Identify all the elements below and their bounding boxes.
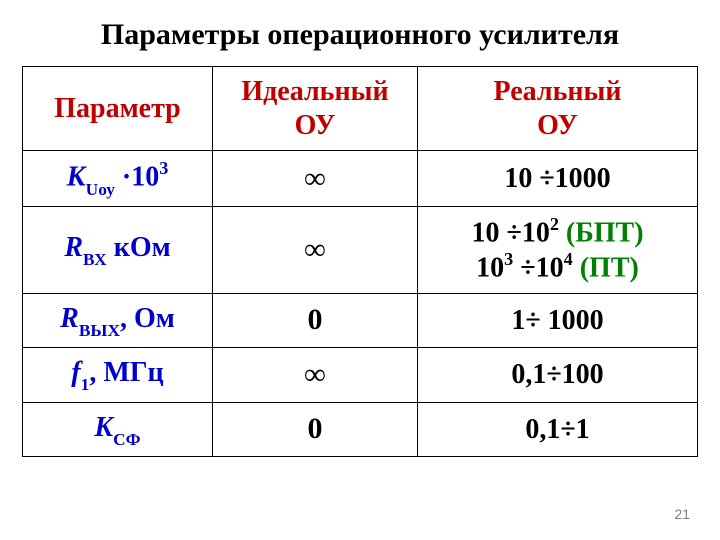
param-symbol: K [94, 412, 113, 443]
slide: Параметры операционного усилителя Параме… [0, 0, 720, 540]
col-header-ideal-l2: ОУ [295, 110, 336, 141]
ideal-cell: ∞ [213, 348, 418, 402]
col-header-real-l1: Реальный [493, 76, 621, 107]
ideal-cell: ∞ [213, 206, 418, 293]
real-line2-a: 10 [476, 252, 504, 283]
page-title: Параметры операционного усилителя [22, 18, 698, 52]
col-header-ideal: Идеальный ОУ [213, 67, 418, 151]
ideal-cell: 0 [213, 293, 418, 347]
col-header-real-l2: ОУ [537, 110, 578, 141]
real-cell: 10 ÷1000 [418, 151, 698, 207]
param-sup: 3 [159, 158, 168, 178]
real-line2-sup1: 3 [504, 249, 513, 269]
col-header-ideal-l1: Идеальный [241, 76, 388, 107]
col-header-param: Параметр [23, 67, 213, 151]
real-cell: 0,1÷1 [418, 402, 698, 456]
param-sub: ВЫХ [79, 321, 120, 340]
param-suffix: ·10 [115, 162, 159, 193]
real-cell: 0,1÷100 [418, 348, 698, 402]
param-symbol: R [60, 303, 79, 334]
param-cell: RВЫХ, Ом [23, 293, 213, 347]
param-symbol: R [64, 232, 83, 263]
table-header-row: Параметр Идеальный ОУ Реальный ОУ [23, 67, 698, 151]
param-sub: 1 [81, 375, 90, 394]
params-table: Параметр Идеальный ОУ Реальный ОУ КUоу ·… [22, 66, 698, 457]
real-cell: 1÷ 1000 [418, 293, 698, 347]
param-symbol: f [71, 357, 80, 388]
table-row: KСФ 0 0,1÷1 [23, 402, 698, 456]
ideal-cell: 0 [213, 402, 418, 456]
table-row: RВЫХ, Ом 0 1÷ 1000 [23, 293, 698, 347]
param-unit: , Ом [120, 303, 175, 334]
real-line2-b: ÷10 [513, 252, 563, 283]
page-number: 21 [674, 506, 690, 522]
param-unit: кОм [107, 232, 171, 263]
real-line1-tag: (БПТ) [559, 217, 644, 248]
real-line2-tag: (ПТ) [573, 252, 639, 283]
param-cell: f1, МГц [23, 348, 213, 402]
real-line1-a: 10 ÷10 [471, 217, 549, 248]
param-cell: KСФ [23, 402, 213, 456]
real-line1-sup: 2 [550, 214, 559, 234]
param-cell: КUоу ·103 [23, 151, 213, 207]
param-unit: , МГц [89, 357, 163, 388]
param-symbol: К [67, 162, 86, 193]
table-row: КUоу ·103 ∞ 10 ÷1000 [23, 151, 698, 207]
param-sub: ВХ [83, 250, 107, 269]
ideal-cell: ∞ [213, 151, 418, 207]
real-line2-sup2: 4 [564, 249, 573, 269]
param-sub: Uоу [86, 180, 115, 199]
param-cell: RВХ кОм [23, 206, 213, 293]
table-row: RВХ кОм ∞ 10 ÷102 (БПТ) 103 ÷104 (ПТ) [23, 206, 698, 293]
real-cell: 10 ÷102 (БПТ) 103 ÷104 (ПТ) [418, 206, 698, 293]
col-header-real: Реальный ОУ [418, 67, 698, 151]
param-sub: СФ [113, 430, 140, 449]
table-row: f1, МГц ∞ 0,1÷100 [23, 348, 698, 402]
